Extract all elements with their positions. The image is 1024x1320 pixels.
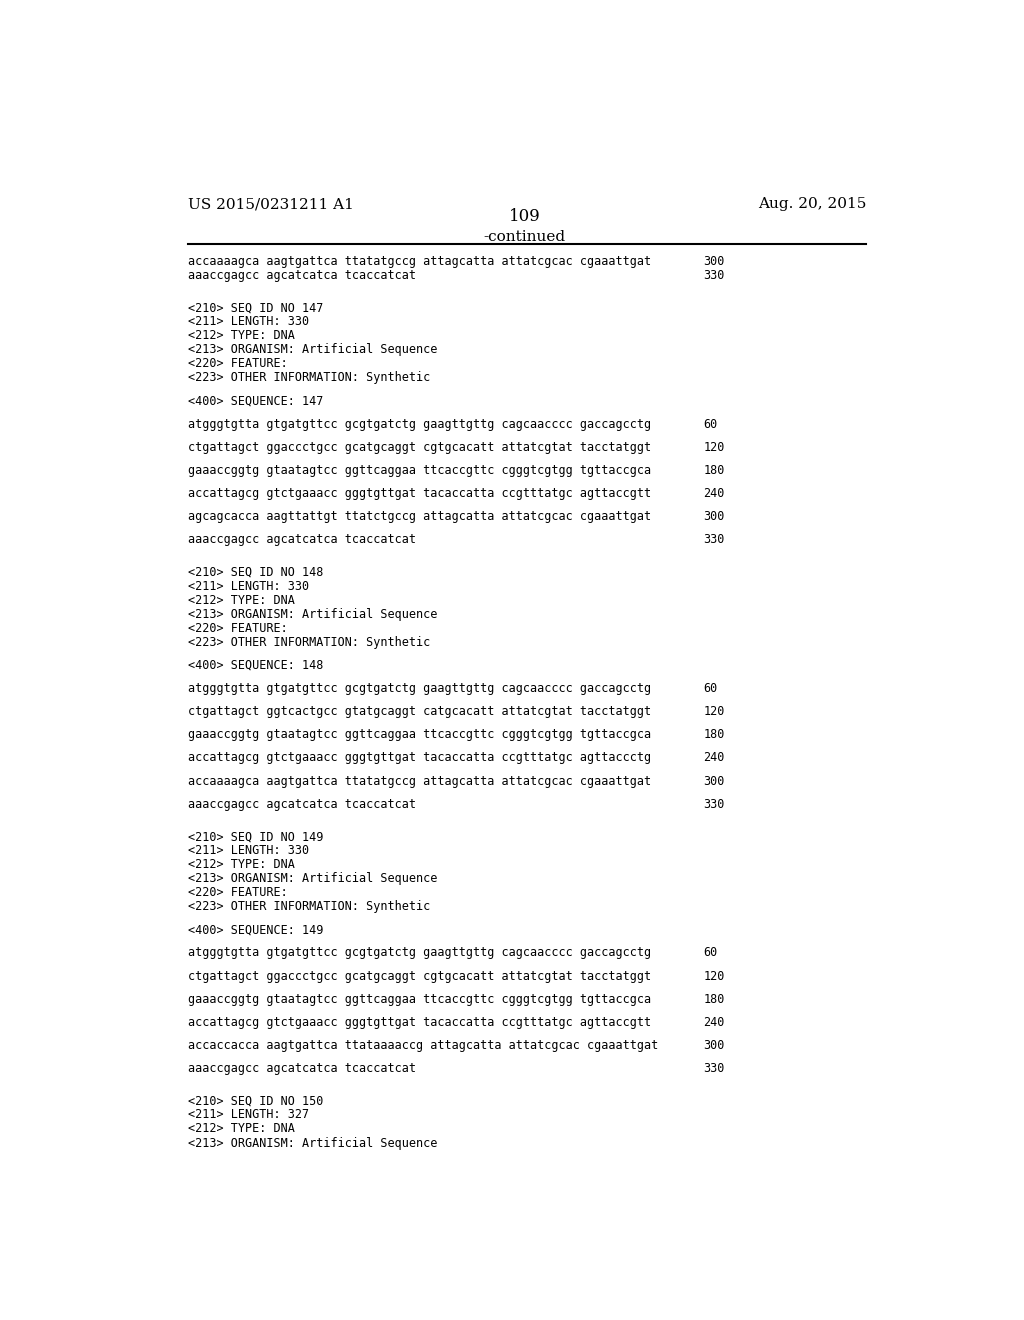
- Text: <213> ORGANISM: Artificial Sequence: <213> ORGANISM: Artificial Sequence: [187, 1137, 437, 1150]
- Text: gaaaccggtg gtaatagtcc ggttcaggaa ttcaccgttc cgggtcgtgg tgttaccgca: gaaaccggtg gtaatagtcc ggttcaggaa ttcaccg…: [187, 729, 650, 742]
- Text: 300: 300: [703, 775, 725, 788]
- Text: 240: 240: [703, 487, 725, 500]
- Text: Aug. 20, 2015: Aug. 20, 2015: [758, 197, 866, 211]
- Text: atgggtgtta gtgatgttcc gcgtgatctg gaagttgttg cagcaacccc gaccagcctg: atgggtgtta gtgatgttcc gcgtgatctg gaagttg…: [187, 417, 650, 430]
- Text: accaccacca aagtgattca ttataaaaccg attagcatta attatcgcac cgaaattgat: accaccacca aagtgattca ttataaaaccg attagc…: [187, 1039, 657, 1052]
- Text: 330: 330: [703, 269, 725, 282]
- Text: aaaccgagcc agcatcatca tcaccatcat: aaaccgagcc agcatcatca tcaccatcat: [187, 797, 416, 810]
- Text: accaaaagca aagtgattca ttatatgccg attagcatta attatcgcac cgaaattgat: accaaaagca aagtgattca ttatatgccg attagca…: [187, 255, 650, 268]
- Text: aaaccgagcc agcatcatca tcaccatcat: aaaccgagcc agcatcatca tcaccatcat: [187, 1063, 416, 1076]
- Text: ctgattagct ggaccctgcc gcatgcaggt cgtgcacatt attatcgtat tacctatggt: ctgattagct ggaccctgcc gcatgcaggt cgtgcac…: [187, 970, 650, 982]
- Text: 330: 330: [703, 797, 725, 810]
- Text: <211> LENGTH: 330: <211> LENGTH: 330: [187, 315, 308, 329]
- Text: <223> OTHER INFORMATION: Synthetic: <223> OTHER INFORMATION: Synthetic: [187, 636, 430, 648]
- Text: <210> SEQ ID NO 149: <210> SEQ ID NO 149: [187, 830, 323, 843]
- Text: 120: 120: [703, 705, 725, 718]
- Text: ctgattagct ggaccctgcc gcatgcaggt cgtgcacatt attatcgtat tacctatggt: ctgattagct ggaccctgcc gcatgcaggt cgtgcac…: [187, 441, 650, 454]
- Text: <223> OTHER INFORMATION: Synthetic: <223> OTHER INFORMATION: Synthetic: [187, 371, 430, 384]
- Text: <220> FEATURE:: <220> FEATURE:: [187, 622, 288, 635]
- Text: 240: 240: [703, 751, 725, 764]
- Text: 300: 300: [703, 511, 725, 523]
- Text: <212> TYPE: DNA: <212> TYPE: DNA: [187, 594, 294, 607]
- Text: <212> TYPE: DNA: <212> TYPE: DNA: [187, 1122, 294, 1135]
- Text: ctgattagct ggtcactgcc gtatgcaggt catgcacatt attatcgtat tacctatggt: ctgattagct ggtcactgcc gtatgcaggt catgcac…: [187, 705, 650, 718]
- Text: 330: 330: [703, 533, 725, 546]
- Text: US 2015/0231211 A1: US 2015/0231211 A1: [187, 197, 353, 211]
- Text: <400> SEQUENCE: 147: <400> SEQUENCE: 147: [187, 395, 323, 408]
- Text: atgggtgtta gtgatgttcc gcgtgatctg gaagttgttg cagcaacccc gaccagcctg: atgggtgtta gtgatgttcc gcgtgatctg gaagttg…: [187, 682, 650, 696]
- Text: <213> ORGANISM: Artificial Sequence: <213> ORGANISM: Artificial Sequence: [187, 607, 437, 620]
- Text: 180: 180: [703, 993, 725, 1006]
- Text: <400> SEQUENCE: 148: <400> SEQUENCE: 148: [187, 659, 323, 672]
- Text: 60: 60: [703, 682, 718, 696]
- Text: <210> SEQ ID NO 148: <210> SEQ ID NO 148: [187, 566, 323, 578]
- Text: <211> LENGTH: 330: <211> LENGTH: 330: [187, 579, 308, 593]
- Text: accattagcg gtctgaaacc gggtgttgat tacaccatta ccgtttatgc agttaccgtt: accattagcg gtctgaaacc gggtgttgat tacacca…: [187, 487, 650, 500]
- Text: 330: 330: [703, 1063, 725, 1076]
- Text: <220> FEATURE:: <220> FEATURE:: [187, 886, 288, 899]
- Text: <211> LENGTH: 327: <211> LENGTH: 327: [187, 1109, 308, 1122]
- Text: aaaccgagcc agcatcatca tcaccatcat: aaaccgagcc agcatcatca tcaccatcat: [187, 269, 416, 282]
- Text: gaaaccggtg gtaatagtcc ggttcaggaa ttcaccgttc cgggtcgtgg tgttaccgca: gaaaccggtg gtaatagtcc ggttcaggaa ttcaccg…: [187, 463, 650, 477]
- Text: 300: 300: [703, 1039, 725, 1052]
- Text: <213> ORGANISM: Artificial Sequence: <213> ORGANISM: Artificial Sequence: [187, 343, 437, 356]
- Text: agcagcacca aagttattgt ttatctgccg attagcatta attatcgcac cgaaattgat: agcagcacca aagttattgt ttatctgccg attagca…: [187, 511, 650, 523]
- Text: 300: 300: [703, 255, 725, 268]
- Text: 60: 60: [703, 417, 718, 430]
- Text: 180: 180: [703, 729, 725, 742]
- Text: <212> TYPE: DNA: <212> TYPE: DNA: [187, 858, 294, 871]
- Text: <400> SEQUENCE: 149: <400> SEQUENCE: 149: [187, 923, 323, 936]
- Text: atgggtgtta gtgatgttcc gcgtgatctg gaagttgttg cagcaacccc gaccagcctg: atgggtgtta gtgatgttcc gcgtgatctg gaagttg…: [187, 946, 650, 960]
- Text: accattagcg gtctgaaacc gggtgttgat tacaccatta ccgtttatgc agttaccgtt: accattagcg gtctgaaacc gggtgttgat tacacca…: [187, 1016, 650, 1028]
- Text: <213> ORGANISM: Artificial Sequence: <213> ORGANISM: Artificial Sequence: [187, 873, 437, 886]
- Text: <211> LENGTH: 330: <211> LENGTH: 330: [187, 843, 308, 857]
- Text: 120: 120: [703, 441, 725, 454]
- Text: gaaaccggtg gtaatagtcc ggttcaggaa ttcaccgttc cgggtcgtgg tgttaccgca: gaaaccggtg gtaatagtcc ggttcaggaa ttcaccg…: [187, 993, 650, 1006]
- Text: 120: 120: [703, 970, 725, 982]
- Text: 60: 60: [703, 946, 718, 960]
- Text: <212> TYPE: DNA: <212> TYPE: DNA: [187, 329, 294, 342]
- Text: 109: 109: [509, 209, 541, 226]
- Text: -continued: -continued: [483, 230, 566, 244]
- Text: 180: 180: [703, 463, 725, 477]
- Text: aaaccgagcc agcatcatca tcaccatcat: aaaccgagcc agcatcatca tcaccatcat: [187, 533, 416, 546]
- Text: <220> FEATURE:: <220> FEATURE:: [187, 358, 288, 371]
- Text: <210> SEQ ID NO 150: <210> SEQ ID NO 150: [187, 1094, 323, 1107]
- Text: <210> SEQ ID NO 147: <210> SEQ ID NO 147: [187, 301, 323, 314]
- Text: accattagcg gtctgaaacc gggtgttgat tacaccatta ccgtttatgc agttaccctg: accattagcg gtctgaaacc gggtgttgat tacacca…: [187, 751, 650, 764]
- Text: 240: 240: [703, 1016, 725, 1028]
- Text: <223> OTHER INFORMATION: Synthetic: <223> OTHER INFORMATION: Synthetic: [187, 900, 430, 913]
- Text: accaaaagca aagtgattca ttatatgccg attagcatta attatcgcac cgaaattgat: accaaaagca aagtgattca ttatatgccg attagca…: [187, 775, 650, 788]
